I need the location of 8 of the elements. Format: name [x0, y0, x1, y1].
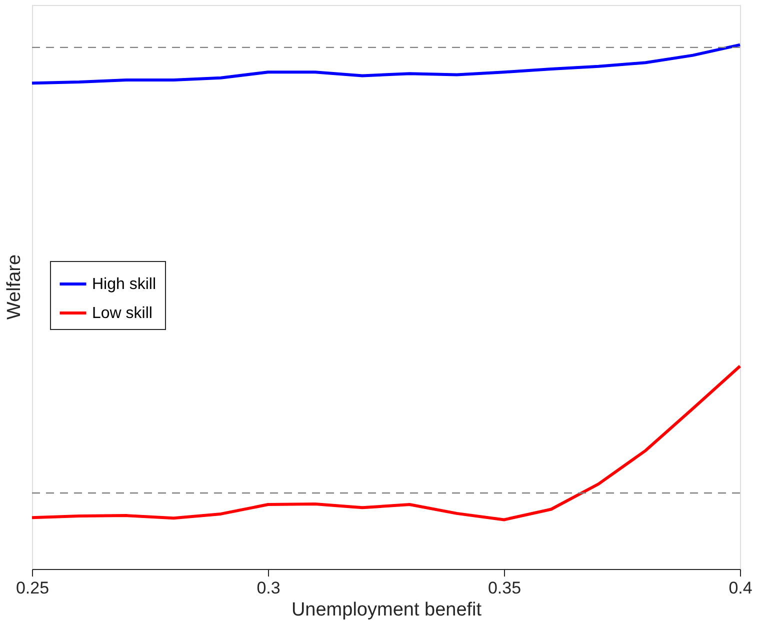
x-tick-label: 0.25: [16, 578, 50, 598]
x-tick-label: 0.3: [256, 578, 280, 598]
legend-label: High skill: [92, 276, 156, 293]
y-axis-title: Welfare: [4, 254, 25, 320]
x-tick-label: 0.35: [488, 578, 522, 598]
legend-label: Low skill: [92, 305, 152, 322]
x-tick-label: 0.4: [728, 578, 752, 598]
x-axis-title: Unemployment benefit: [291, 600, 482, 620]
